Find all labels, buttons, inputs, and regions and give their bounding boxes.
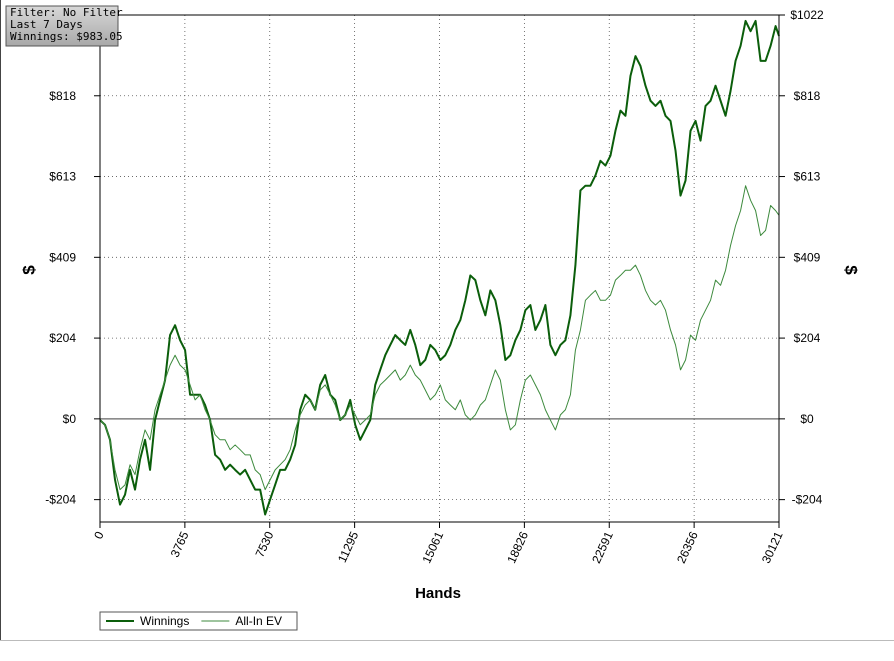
y-tick-label-right: $204 (794, 331, 821, 345)
y-tick-label-right: $409 (794, 250, 821, 264)
y-tick-label: $0 (63, 412, 77, 426)
info-box-frame (5, 5, 119, 47)
legend-frame (99, 611, 298, 631)
info-line: Filter: No Filter (10, 6, 123, 19)
y-axis-title: $ (19, 265, 38, 275)
series-line (99, 185, 780, 491)
info-box: Filter: No Filter Last 7 Days Winnings: … (5, 5, 123, 47)
series-line (99, 19, 780, 516)
y-tick-label: $409 (49, 250, 76, 264)
info-line: Last 7 Days (10, 18, 83, 31)
y-tick-label: $818 (49, 89, 76, 103)
y-tick-label-right: $818 (794, 89, 821, 103)
legend-label: Winnings (140, 614, 189, 628)
y-tick-label: $204 (49, 331, 76, 345)
y-tick-label-right: $613 (794, 170, 821, 184)
y-tick-label-right: $1022 (790, 8, 824, 22)
y-tick-label: -$204 (45, 493, 76, 507)
y-tick-label-right: $0 (800, 412, 814, 426)
x-axis-title: Hands (415, 585, 461, 602)
y-tick-label-right: -$204 (792, 493, 823, 507)
y-axis-title-right: $ (842, 265, 861, 275)
y-tick-label: $613 (49, 170, 76, 184)
legend: Winnings All-In EV (99, 611, 298, 631)
legend-label: All-In EV (235, 614, 282, 628)
series-lines (99, 19, 780, 516)
info-line: Winnings: $983.05 (10, 30, 123, 43)
